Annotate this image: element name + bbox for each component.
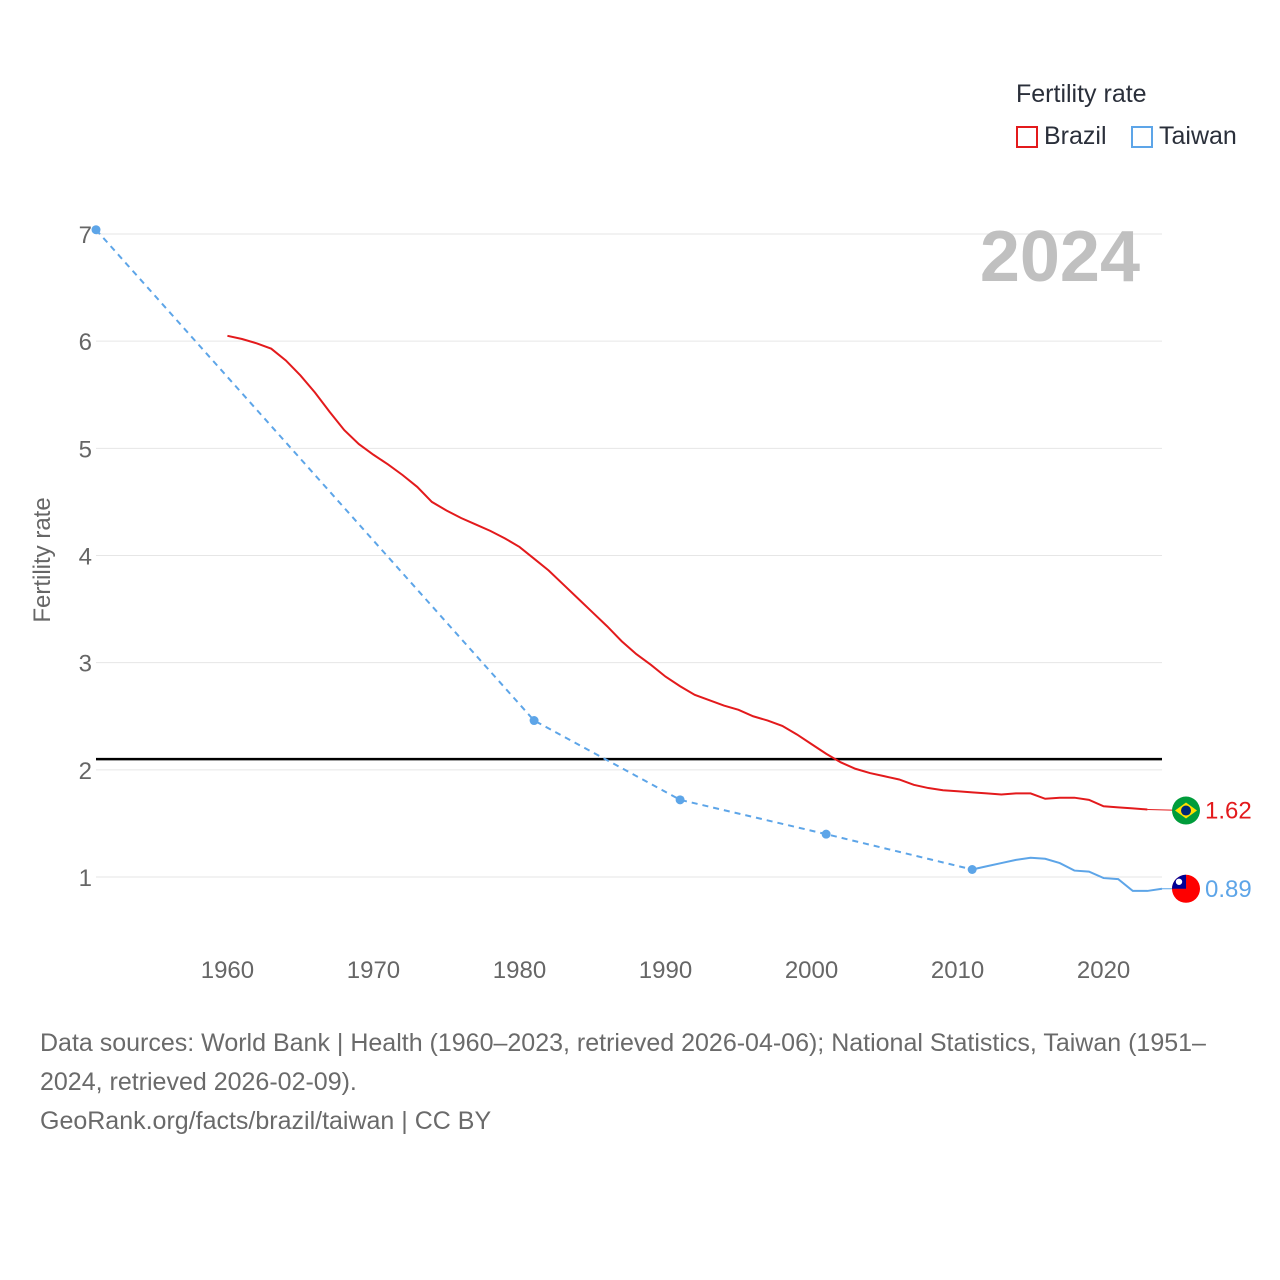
series-group — [91, 225, 1163, 892]
taiwan-flag-icon — [1172, 874, 1200, 903]
year-label: 2024 — [980, 217, 1140, 297]
y-tick-4: 4 — [79, 544, 92, 571]
end-markers: 1.62 0.89 — [1147, 796, 1252, 903]
y-tick-6: 6 — [79, 329, 92, 356]
attribution-link[interactable]: GeoRank.org/facts/brazil/taiwan | CC BY — [40, 1107, 492, 1135]
y-tick-labels: 1 2 3 4 5 6 7 — [79, 222, 92, 892]
taiwan-flag-sun — [1175, 878, 1183, 885]
x-tick-1990: 1990 — [639, 957, 692, 984]
y-tick-5: 5 — [79, 436, 92, 463]
sources-text: Data sources: World Bank | Health (1960–… — [40, 1029, 1206, 1096]
legend-item-taiwan[interactable]: Taiwan — [1131, 122, 1237, 151]
y-axis-label: Fertility rate — [29, 497, 56, 622]
legend-swatch-taiwan — [1131, 125, 1153, 148]
grid-lines — [96, 233, 1162, 878]
legend-swatch-brazil — [1016, 125, 1038, 148]
x-tick-2010: 2010 — [931, 957, 984, 984]
y-tick-1: 1 — [79, 865, 92, 892]
x-tick-1970: 1970 — [347, 957, 400, 984]
data-point-taiwan-1991 — [675, 795, 685, 805]
data-point-taiwan-2001 — [821, 829, 831, 839]
brazil-flag-globe — [1181, 805, 1191, 816]
x-tick-labels: 1960 1970 1980 1990 2000 2010 2020 — [201, 957, 1131, 984]
series-line-taiwan — [971, 856, 1163, 892]
y-tick-3: 3 — [79, 651, 92, 678]
data-sources: Data sources: World Bank | Health (1960–… — [40, 1024, 1250, 1141]
x-tick-1980: 1980 — [493, 957, 546, 984]
y-tick-7: 7 — [79, 222, 92, 249]
legend-label-taiwan: Taiwan — [1159, 122, 1237, 150]
end-label-brazil: 1.62 — [1205, 798, 1252, 825]
y-tick-2: 2 — [79, 758, 92, 785]
x-tick-1960: 1960 — [201, 957, 254, 984]
data-point-taiwan-2011 — [967, 864, 977, 874]
end-label-taiwan: 0.89 — [1205, 876, 1252, 903]
legend-label-brazil: Brazil — [1044, 122, 1107, 150]
x-tick-2000: 2000 — [785, 957, 838, 984]
legend-title: Fertility rate — [1016, 80, 1147, 108]
brazil-flag-icon — [1172, 796, 1200, 825]
data-point-taiwan-1951 — [91, 225, 101, 235]
chart: 1 2 3 4 5 6 7 1960 1970 1980 1990 2000 2010 2020 Fer… — [29, 217, 1252, 984]
legend-item-brazil[interactable]: Brazil — [1016, 122, 1107, 151]
data-point-taiwan-1981 — [529, 716, 539, 726]
x-tick-2020: 2020 — [1077, 957, 1130, 984]
series-line-brazil — [227, 334, 1148, 811]
series-line-taiwan-dashed — [95, 229, 973, 871]
